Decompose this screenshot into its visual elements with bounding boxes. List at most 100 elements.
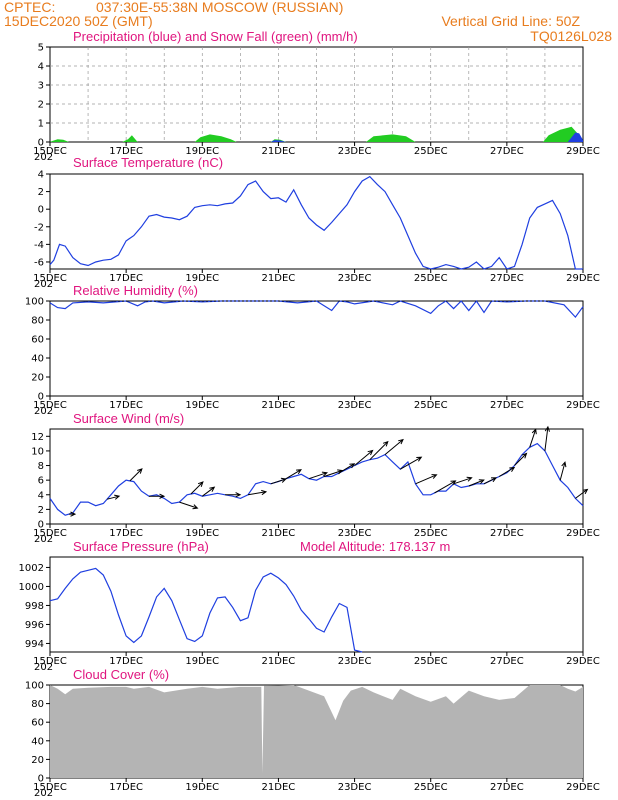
- y-tick-label: 0: [38, 205, 44, 216]
- y-tick-label: 100: [25, 681, 44, 692]
- y-tick-label: 996: [25, 620, 44, 631]
- wind-arrow: [468, 479, 485, 487]
- y-ticks-wind: 12 10 8 6 4 2 0: [31, 432, 50, 531]
- x-tick-label: 25DEC: [414, 656, 448, 667]
- y-tick-label: 2: [38, 505, 44, 516]
- wind-arrow: [190, 481, 204, 495]
- x-tick-label: 19DEC: [185, 528, 219, 539]
- x-ticks-cloud-cover: 15DEC 17DEC 19DEC 21DEC 23DEC 25DEC 27DEC 29DEC…: [33, 778, 600, 799]
- x-tick-label: 19DEC: [185, 656, 219, 667]
- x-tick-label: 29DEC: [566, 528, 600, 539]
- x-tick-label: 27DEC: [490, 146, 524, 157]
- x-tick-year-fragment: 202: [34, 788, 53, 799]
- x-ticks-precipitation: 15DEC 17DEC 19DEC 21DEC 23DEC 25DEC 27DEC 29DEC…: [33, 142, 600, 163]
- panel-title-temperature: Surface Temperature (nC): [73, 155, 223, 170]
- y-tick-label: 80: [31, 316, 44, 327]
- y-tick-label: 1000: [19, 582, 44, 593]
- y-tick-label: 10: [31, 446, 44, 457]
- y-tick-label: 0: [38, 392, 44, 403]
- x-tick-label: 29DEC: [566, 146, 600, 157]
- panel-title-humidity: Relative Humidity (%): [73, 283, 198, 298]
- wind-arrow: [369, 440, 389, 461]
- wind-arrow: [149, 493, 166, 499]
- x-tick-label: 25DEC: [414, 400, 448, 411]
- x-tick-label: 15DEC: [33, 656, 67, 667]
- y-tick-label: 40: [31, 736, 44, 747]
- x-tick-label: 15DEC: [33, 146, 67, 157]
- x-tick-label: 25DEC: [414, 528, 448, 539]
- y-tick-label: 60: [31, 718, 44, 729]
- header-source: CPTEC:: [4, 0, 55, 15]
- x-tick-label: 17DEC: [109, 528, 143, 539]
- x-tick-label: 21DEC: [262, 400, 296, 411]
- panel-title-cloud-cover: Cloud Cover (%): [73, 667, 169, 682]
- plot-frame-wind: [49, 428, 584, 525]
- wind-arrow: [285, 469, 302, 480]
- x-tick-label: 15DEC: [33, 273, 67, 284]
- y-tick-label: 1002: [19, 563, 44, 574]
- panel-humidity: Relative Humidity (%) 100 80 60 40 20 0 15DEC…: [25, 283, 600, 417]
- x-tick-label: 19DEC: [185, 400, 219, 411]
- wind-arrow: [106, 494, 121, 500]
- x-tick-label: 25DEC: [414, 782, 448, 793]
- panel-title-pressure: Surface Pressure (hPa): [73, 539, 209, 554]
- y-tick-label: 2: [38, 187, 44, 198]
- x-tick-label: 23DEC: [338, 656, 372, 667]
- wind-arrow: [483, 477, 498, 485]
- x-tick-label: 19DEC: [185, 146, 219, 157]
- x-tick-label: 21DEC: [262, 656, 296, 667]
- y-tick-label: 0: [38, 520, 44, 531]
- panel-temperature: Surface Temperature (nC) 4 2 0 -2 -4 -6 15DEC…: [33, 155, 600, 290]
- cloud-cover-area: [50, 685, 583, 778]
- x-ticks-pressure: 15DEC 17DEC 19DEC 21DEC 23DEC 25DEC 27DEC 29DEC…: [33, 652, 600, 673]
- panel-title-wind: Surface Wind (m/s): [73, 411, 184, 426]
- precipitation-area: [270, 132, 583, 142]
- wind-arrow: [575, 488, 589, 499]
- wind-arrow: [179, 501, 199, 510]
- x-tick-year-fragment: 202: [34, 279, 53, 290]
- plot-frame-humidity: [49, 300, 584, 397]
- model-altitude-annotation: Model Altitude: 178.137 m: [300, 539, 450, 554]
- plot-area-pressure: [49, 567, 363, 653]
- header-grid-info: Vertical Grid Line: 50Z: [441, 13, 580, 29]
- y-tick-label: 0: [38, 774, 44, 785]
- x-tick-label: 17DEC: [109, 656, 143, 667]
- y-tick-label: 100: [25, 297, 44, 308]
- y-tick-label: -6: [34, 257, 44, 268]
- x-tick-year-fragment: 202: [34, 534, 53, 545]
- y-tick-label: 994: [25, 639, 44, 650]
- x-tick-label: 27DEC: [490, 400, 524, 411]
- y-tick-label: 4: [38, 490, 44, 501]
- series-line-humidity: [49, 299, 584, 319]
- wind-arrow: [544, 425, 550, 451]
- y-tick-label: 6: [38, 476, 44, 487]
- x-tick-label: 23DEC: [338, 146, 372, 157]
- y-tick-label: 12: [31, 432, 44, 443]
- series-line-pressure: [49, 567, 363, 653]
- x-tick-label: 17DEC: [109, 146, 143, 157]
- wind-arrow: [129, 468, 143, 482]
- x-tick-label: 21DEC: [262, 782, 296, 793]
- panel-precipitation: Precipitation (blue) and Snow Fall (gree…: [33, 29, 600, 163]
- panel-pressure: Surface Pressure (hPa) Model Altitude: 1…: [19, 539, 600, 673]
- y-tick-label: 5: [38, 43, 44, 54]
- y-tick-label: 998: [25, 601, 44, 612]
- wind-arrow: [559, 461, 567, 481]
- wind-arrow: [415, 474, 438, 485]
- x-tick-label: 17DEC: [109, 782, 143, 793]
- x-tick-year-fragment: 202: [34, 406, 53, 417]
- y-tick-label: 20: [31, 755, 44, 766]
- wind-arrow: [339, 463, 356, 474]
- wind-arrow: [225, 492, 242, 498]
- wind-arrow: [514, 452, 528, 466]
- y-tick-label: -4: [34, 240, 44, 251]
- y-ticks-pressure: 1002 1000 998 996 994: [19, 563, 50, 650]
- wind-arrow: [270, 477, 287, 485]
- x-tick-label: 29DEC: [566, 656, 600, 667]
- x-tick-label: 29DEC: [566, 782, 600, 793]
- wind-arrow: [498, 466, 516, 477]
- wind-arrow: [308, 471, 328, 480]
- x-tick-label: 17DEC: [109, 273, 143, 284]
